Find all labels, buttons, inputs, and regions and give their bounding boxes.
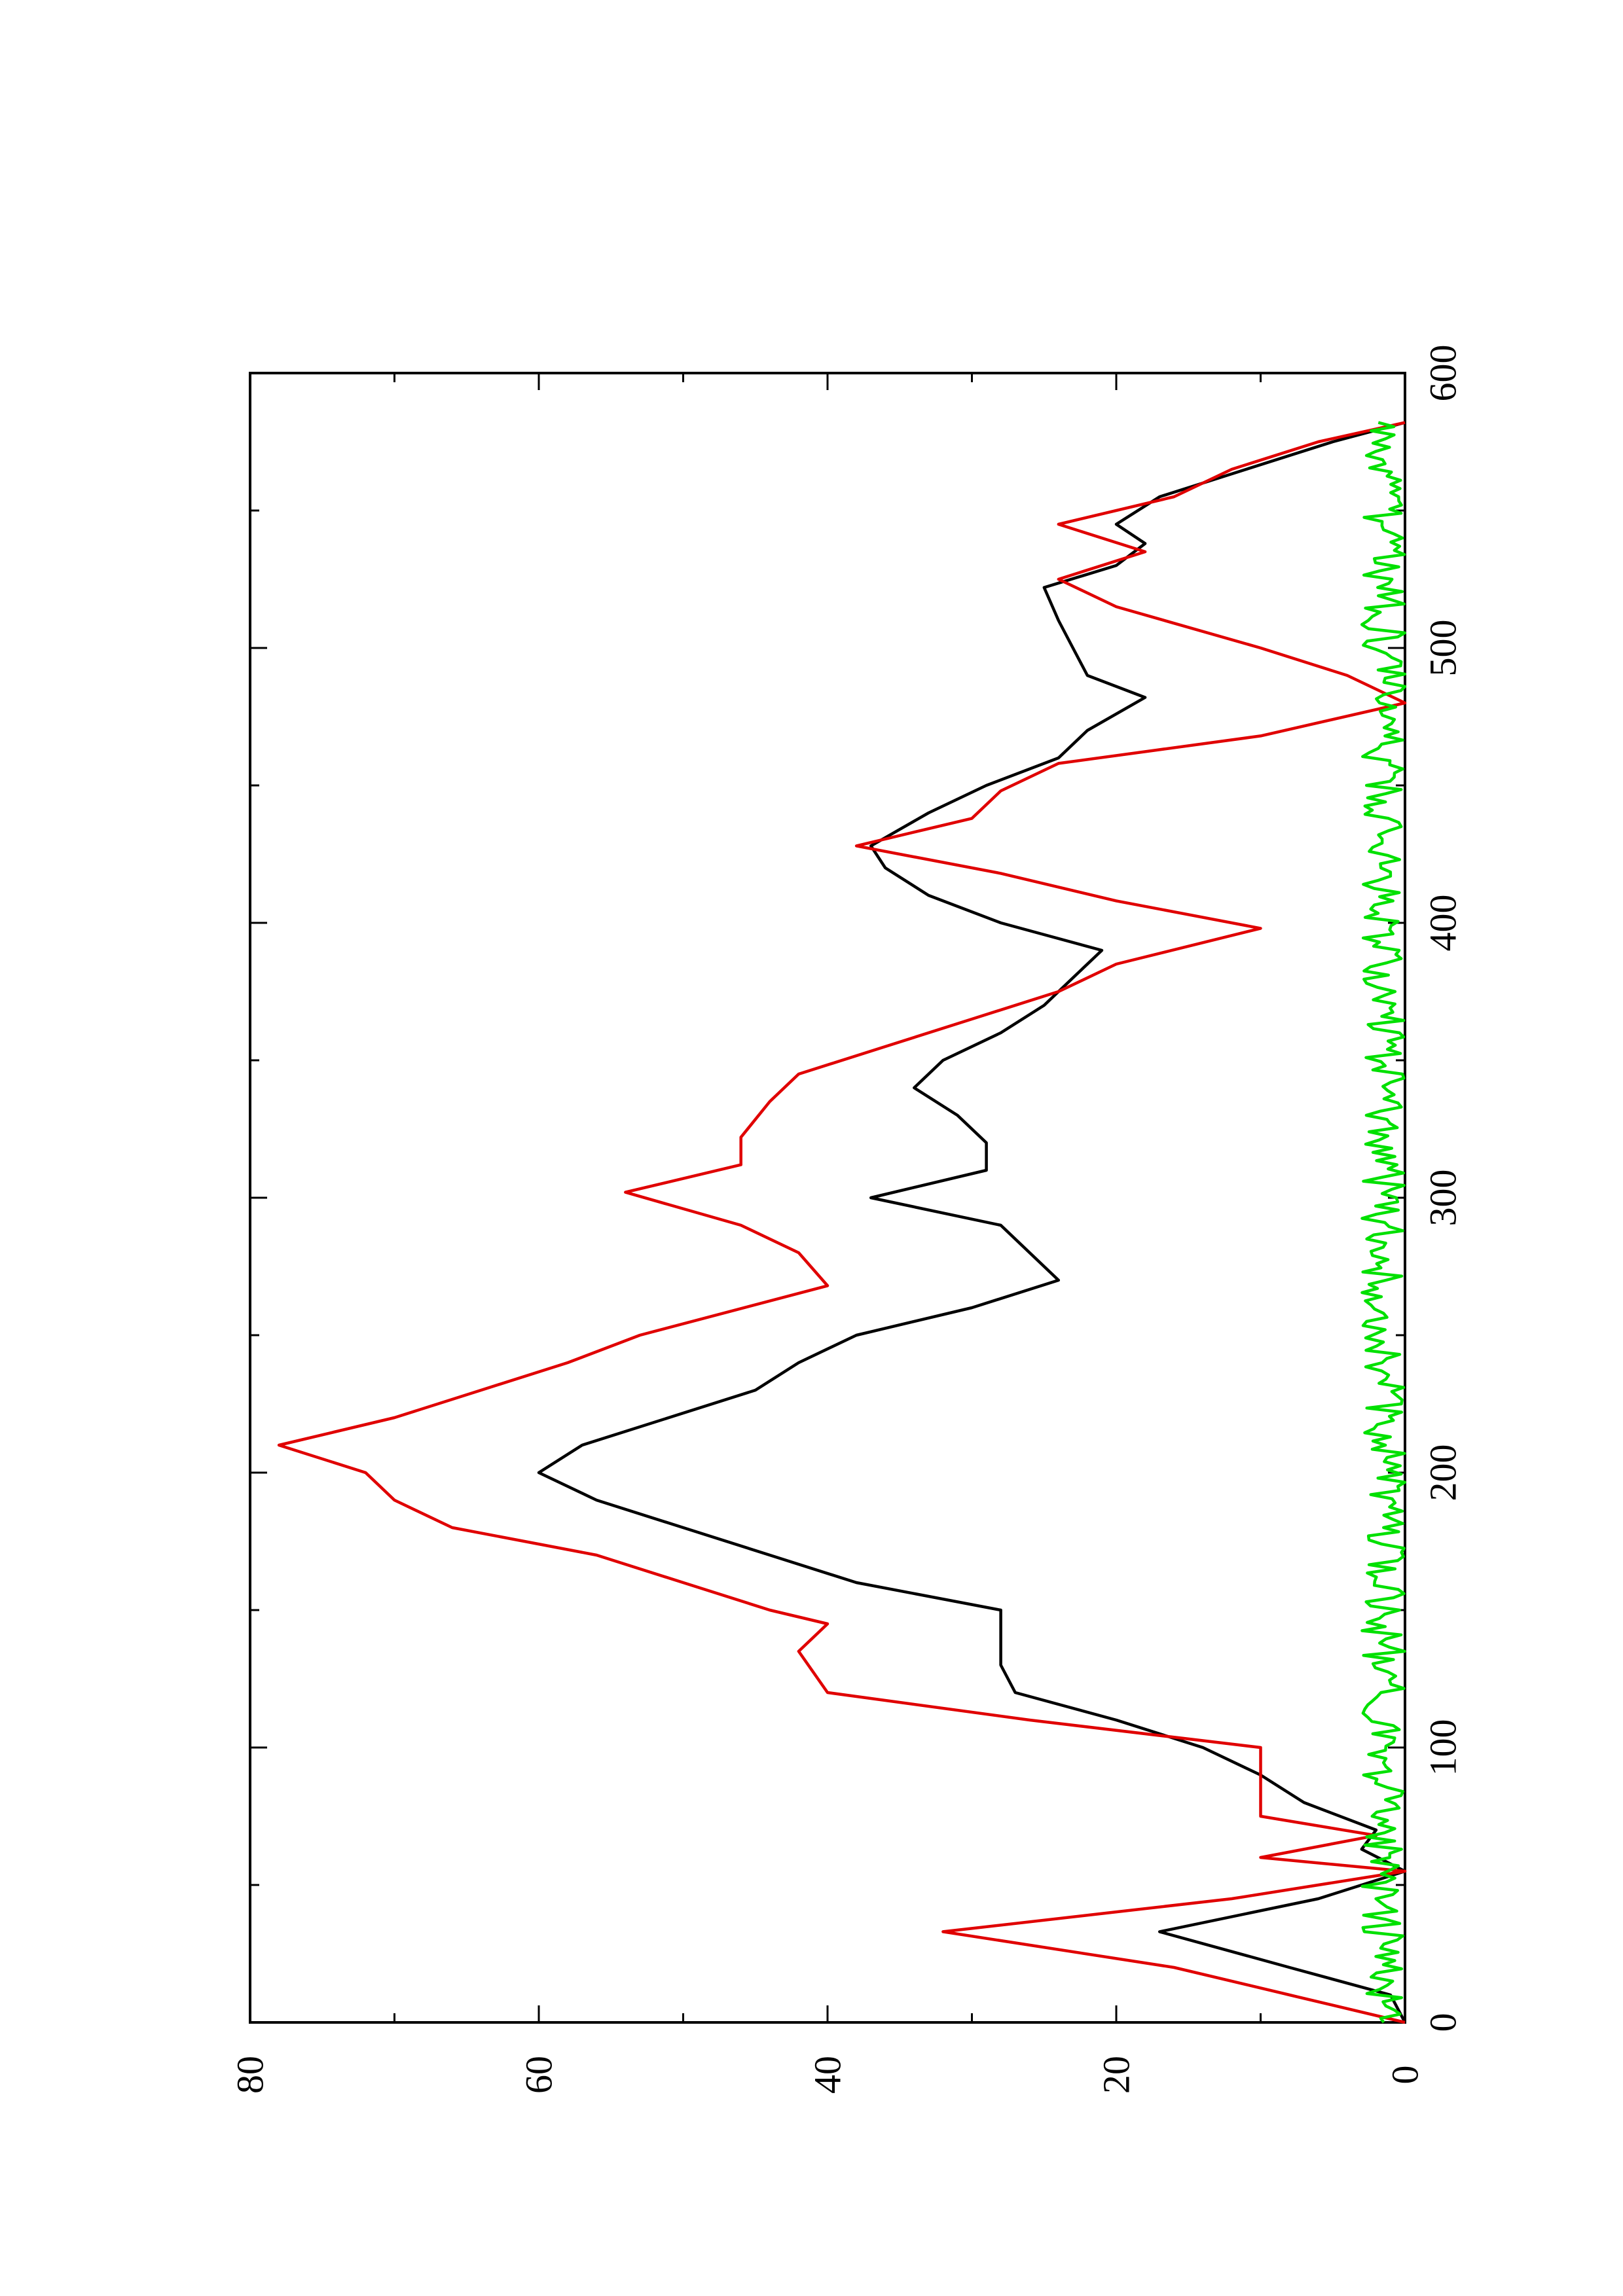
x-tick-label: 100 — [1422, 1719, 1465, 1776]
x-tick-label: 600 — [1422, 345, 1465, 402]
series-group — [277, 421, 1407, 2024]
y-tick-label: 0 — [1384, 2066, 1427, 2085]
tick-labels: 0 100 200 300 400 500 600 0 20 40 60 80 — [229, 345, 1465, 2094]
y-tick-label: 80 — [229, 2056, 272, 2094]
plot-frame — [249, 372, 1406, 2024]
x-tick-label: 200 — [1422, 1444, 1465, 1501]
x-tick-label: 400 — [1422, 895, 1465, 952]
y-tick-label: 20 — [1095, 2056, 1138, 2094]
y-tick-label: 40 — [807, 2056, 849, 2094]
y-tick-label: 60 — [518, 2056, 560, 2094]
series-black-line — [537, 421, 1407, 2024]
series-green-line — [1360, 421, 1407, 2024]
ticks — [249, 372, 1406, 2024]
x-tick-label: 500 — [1422, 620, 1465, 677]
series-red-line — [277, 421, 1407, 2024]
x-tick-label: 300 — [1422, 1170, 1465, 1227]
x-tick-label: 0 — [1422, 2013, 1465, 2032]
